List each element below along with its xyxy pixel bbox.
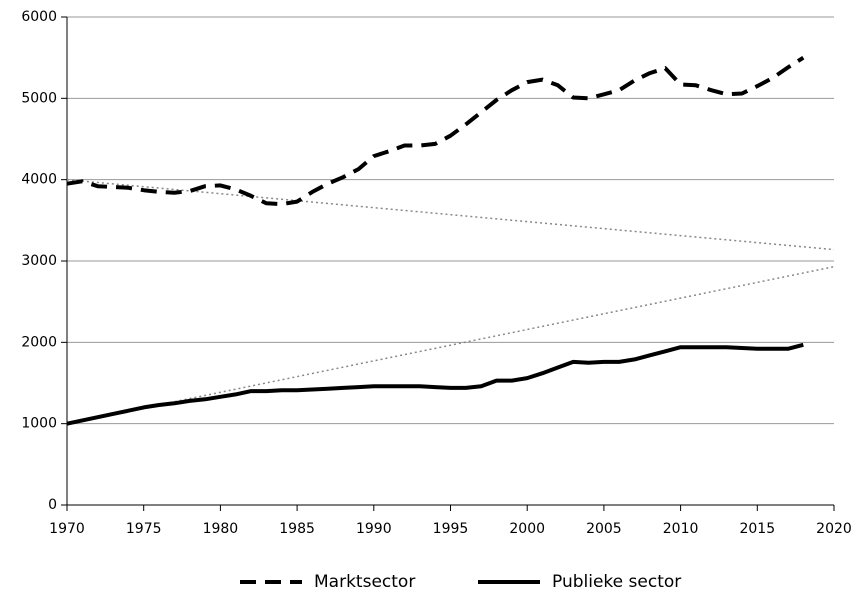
x-tick-label: 2015 xyxy=(739,521,775,537)
y-tick-label: 4000 xyxy=(21,172,57,188)
y-tick-label: 3000 xyxy=(21,253,57,269)
y-tick-label: 0 xyxy=(48,497,57,513)
x-tick-label: 2000 xyxy=(509,521,545,537)
series-line xyxy=(66,56,805,207)
legend-label: Marktsector xyxy=(314,572,415,592)
x-tick-label: 2020 xyxy=(816,521,852,537)
y-tick-label: 6000 xyxy=(21,9,57,25)
x-tick-label: 2010 xyxy=(663,521,699,537)
legend-label: Publieke sector xyxy=(552,572,681,592)
x-tick-label: 1980 xyxy=(203,521,239,537)
x-tick-label: 1985 xyxy=(279,521,315,537)
trend-line xyxy=(66,265,835,425)
x-tick-label: 1990 xyxy=(356,521,392,537)
x-tick-label: 1975 xyxy=(126,521,162,537)
y-tick-label: 5000 xyxy=(21,90,57,106)
y-tick-label: 2000 xyxy=(21,334,57,350)
x-tick-label: 2005 xyxy=(586,521,622,537)
series-line xyxy=(66,342,804,426)
x-tick-label: 1995 xyxy=(433,521,469,537)
y-tick-label: 1000 xyxy=(21,416,57,432)
trend-line xyxy=(66,178,835,251)
x-tick-label: 1970 xyxy=(49,521,85,537)
